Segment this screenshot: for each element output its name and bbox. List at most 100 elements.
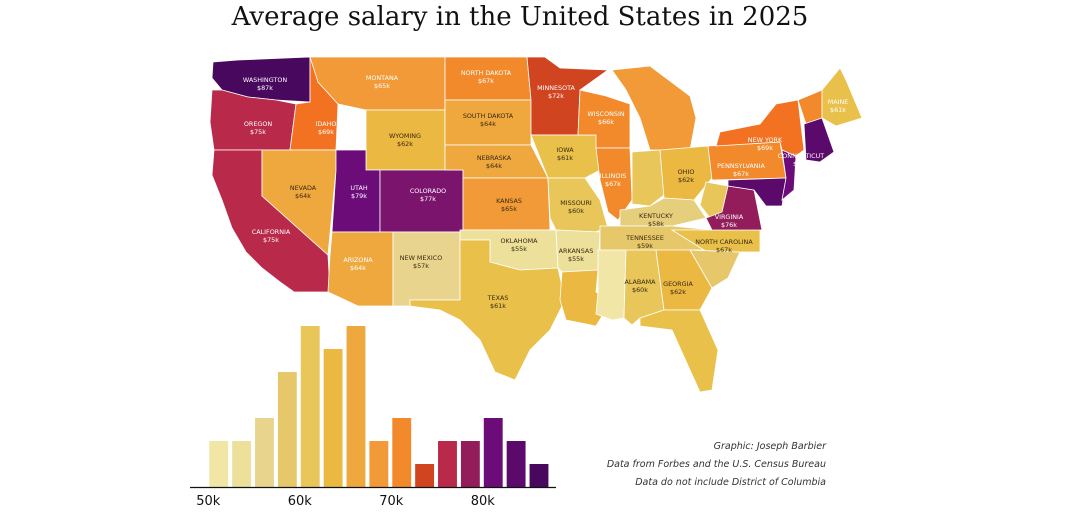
state-value-california: $75k bbox=[263, 236, 279, 244]
state-florida[interactable] bbox=[639, 309, 719, 393]
state-value-new-york: $69k bbox=[757, 144, 773, 152]
histogram-bar bbox=[346, 326, 366, 487]
state-value-new-mexico: $57k bbox=[413, 262, 429, 270]
state-value-nebraska: $64k bbox=[486, 162, 502, 170]
state-maine[interactable] bbox=[821, 67, 863, 127]
state-ohio[interactable] bbox=[659, 145, 713, 201]
histogram-bar bbox=[529, 464, 549, 487]
state-label-nevada: NEVADA bbox=[290, 184, 317, 192]
state-value-maine: $61k bbox=[830, 106, 846, 114]
state-label-california: CALIFORNIA bbox=[252, 228, 291, 236]
state-label-missouri: MISSOURI bbox=[560, 199, 592, 207]
state-value-alabama: $60k bbox=[632, 286, 648, 294]
state-label-arizona: ARIZONA bbox=[343, 256, 373, 264]
histogram-bar bbox=[369, 441, 389, 487]
state-value-colorado: $77k bbox=[420, 195, 436, 203]
state-value-minnesota: $72k bbox=[548, 92, 564, 100]
page-title: Average salary in the United States in 2… bbox=[231, 2, 809, 32]
state-value-georgia: $62k bbox=[670, 288, 686, 296]
histogram-bar bbox=[277, 372, 297, 487]
state-label-colorado: COLORADO bbox=[410, 187, 446, 195]
histogram-tick-label: 50k bbox=[196, 494, 221, 509]
state-label-arkansas: ARKANSAS bbox=[559, 247, 594, 255]
histogram-bar bbox=[323, 349, 343, 487]
state-value-oklahoma: $55k bbox=[511, 245, 527, 253]
credit-note: Data do not include District of Columbia bbox=[635, 477, 826, 488]
state-label-north-carolina: NORTH CAROLINA bbox=[695, 238, 753, 246]
state-label-new-mexico: NEW MEXICO bbox=[400, 254, 442, 262]
histogram-bar bbox=[415, 464, 435, 487]
state-value-wisconsin: $66k bbox=[598, 118, 614, 126]
state-label-georgia: GEORGIA bbox=[663, 280, 693, 288]
credits: Graphic: Joseph Barbier Data from Forbes… bbox=[600, 438, 826, 492]
state-label-kansas: KANSAS bbox=[496, 197, 522, 205]
state-label-washington: WASHINGTON bbox=[243, 76, 288, 84]
state-label-alabama: ALABAMA bbox=[624, 278, 656, 286]
state-value-south-dakota: $64k bbox=[480, 120, 496, 128]
histogram-tick-label: 80k bbox=[471, 494, 496, 509]
histogram-bar bbox=[438, 441, 457, 487]
state-value-arkansas: $55k bbox=[568, 255, 584, 263]
histogram-bar bbox=[232, 441, 252, 487]
state-value-texas: $61k bbox=[490, 302, 506, 310]
state-value-virginia: $76k bbox=[721, 221, 737, 229]
state-label-utah: UTAH bbox=[350, 184, 367, 192]
state-value-utah: $79k bbox=[351, 192, 367, 200]
state-label-north-dakota: NORTH DAKOTA bbox=[461, 69, 512, 77]
state-georgia[interactable] bbox=[655, 249, 713, 311]
histogram-tick-label: 60k bbox=[288, 494, 313, 509]
state-value-kansas: $65k bbox=[501, 205, 517, 213]
state-label-montana: MONTANA bbox=[366, 74, 399, 82]
state-label-pennsylvania: PENNSYLVANIA bbox=[717, 162, 765, 170]
credit-graphic: Graphic: Joseph Barbier bbox=[713, 441, 826, 452]
state-label-ohio: OHIO bbox=[678, 168, 695, 176]
state-value-iowa: $61k bbox=[557, 154, 573, 162]
state-value-kentucky: $58k bbox=[648, 220, 664, 228]
histogram-bar bbox=[506, 441, 526, 487]
state-label-tennessee: TENNESSEE bbox=[625, 234, 664, 242]
state-mississippi[interactable] bbox=[595, 249, 627, 321]
state-value-pennsylvania: $67k bbox=[733, 170, 749, 178]
state-value-wyoming: $62k bbox=[397, 140, 413, 148]
histogram-tick-label: 70k bbox=[379, 494, 404, 509]
state-label-maine: MAINE bbox=[828, 98, 849, 106]
state-value-ohio: $62k bbox=[678, 176, 694, 184]
state-label-wyoming: WYOMING bbox=[389, 132, 421, 140]
state-label-idaho: IDAHO bbox=[316, 120, 337, 128]
state-value-north-carolina: $67k bbox=[716, 246, 732, 254]
state-new-york[interactable] bbox=[715, 99, 805, 157]
state-label-kentucky: KENTUCKY bbox=[639, 212, 673, 220]
state-illinois[interactable] bbox=[595, 147, 633, 221]
state-value-connecticut: $81k bbox=[793, 160, 809, 168]
state-value-idaho: $69k bbox=[318, 128, 334, 136]
histogram-bar bbox=[209, 441, 229, 487]
state-label-oklahoma: OKLAHOMA bbox=[500, 237, 538, 245]
state-massachusetts-ct[interactable] bbox=[803, 117, 835, 163]
state-value-arizona: $64k bbox=[350, 264, 366, 272]
state-value-nevada: $64k bbox=[295, 192, 311, 200]
state-label-oregon: OREGON bbox=[244, 120, 272, 128]
state-value-north-dakota: $67k bbox=[478, 77, 494, 85]
state-label-virginia: VIRGINIA bbox=[715, 213, 744, 221]
state-value-washington: $87k bbox=[257, 84, 273, 92]
state-label-nebraska: NEBRASKA bbox=[477, 154, 512, 162]
state-label-connecticut: CONNECTICUT bbox=[778, 152, 824, 160]
histogram-bar bbox=[300, 326, 320, 487]
state-value-tennessee: $59k bbox=[637, 242, 653, 250]
histogram-bar bbox=[392, 418, 412, 487]
state-label-new-york: NEW YORK bbox=[748, 136, 783, 144]
state-label-illinois: ILLINOIS bbox=[600, 172, 627, 180]
state-label-wisconsin: WISCONSIN bbox=[587, 110, 624, 118]
state-label-minnesota: MINNESOTA bbox=[537, 84, 575, 92]
state-texas[interactable] bbox=[409, 239, 566, 381]
state-nevada[interactable] bbox=[261, 149, 337, 256]
histogram-bar bbox=[460, 441, 480, 487]
state-value-montana: $65k bbox=[374, 82, 390, 90]
histogram-bar bbox=[483, 418, 503, 487]
state-indiana[interactable] bbox=[631, 149, 665, 207]
state-label-south-dakota: SOUTH DAKOTA bbox=[463, 112, 514, 120]
state-label-texas: TEXAS bbox=[487, 294, 509, 302]
credit-source: Data from Forbes and the U.S. Census Bur… bbox=[606, 459, 826, 470]
histogram-bar bbox=[255, 418, 274, 487]
